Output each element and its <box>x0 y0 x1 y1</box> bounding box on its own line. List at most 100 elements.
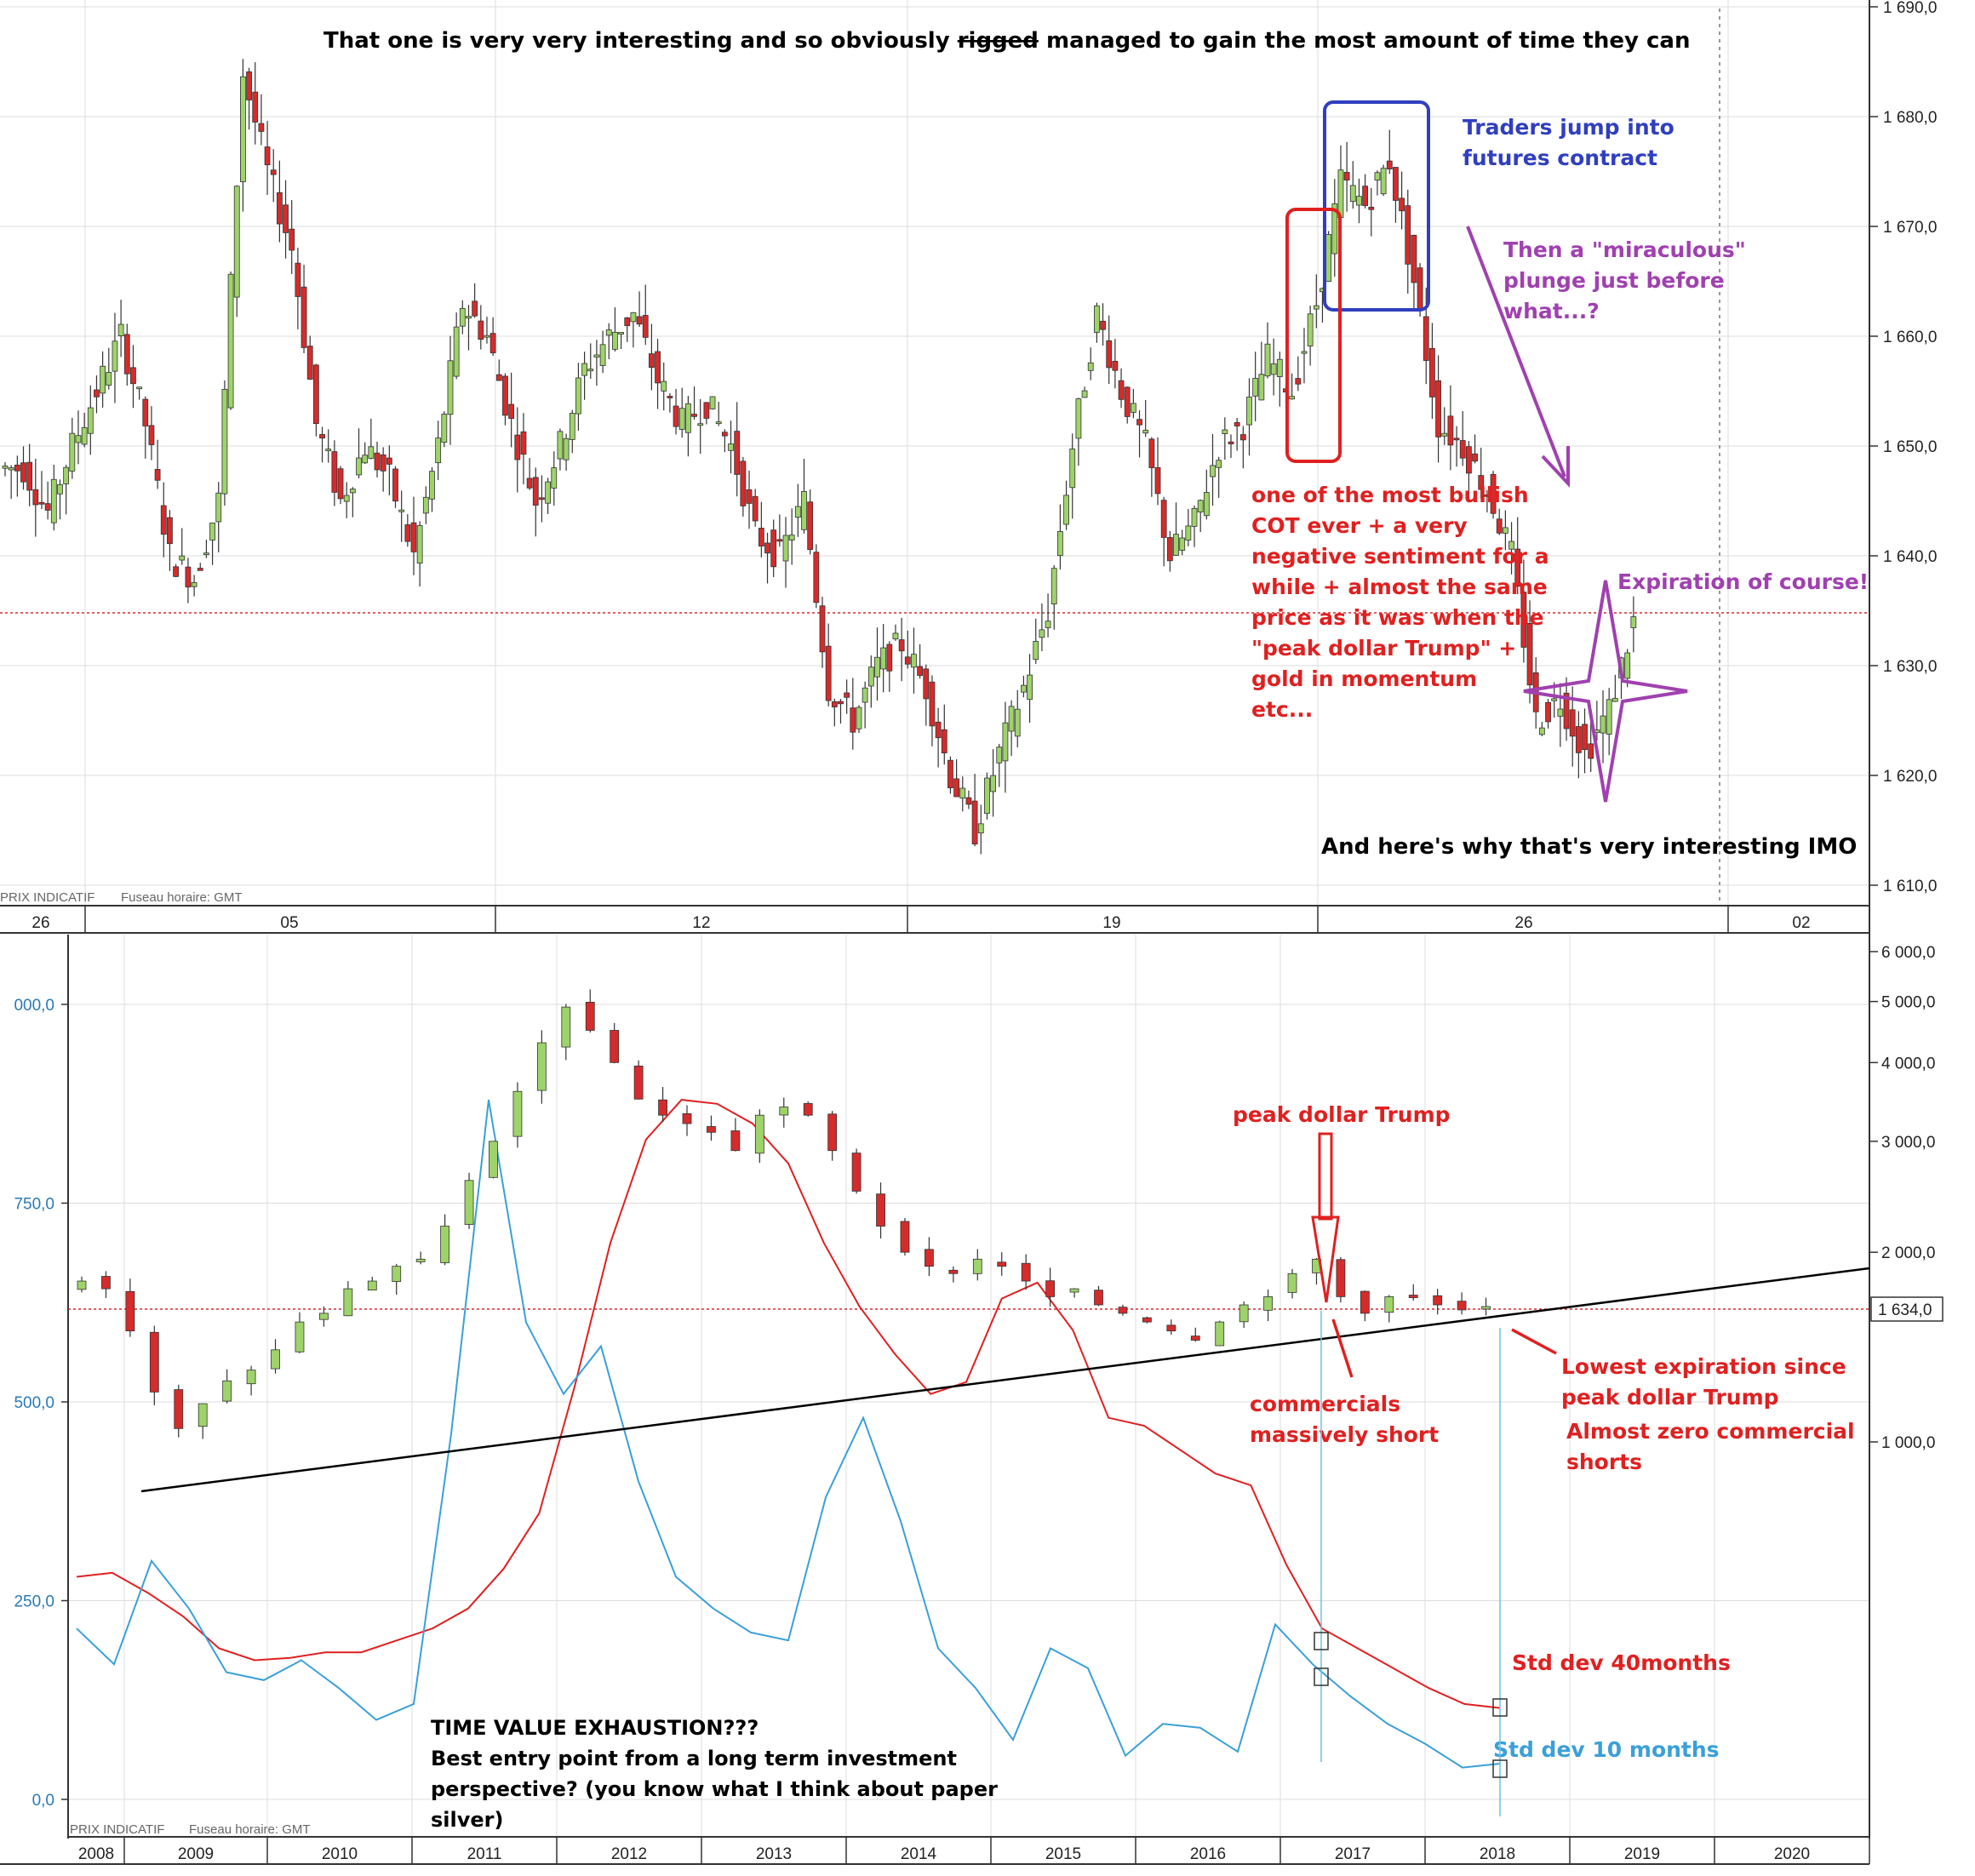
top-candle-up <box>1349 185 1356 203</box>
top-candle-down <box>1166 537 1173 562</box>
top-candle-up <box>1039 629 1045 638</box>
std40-line <box>76 1099 1501 1709</box>
top-candle-up <box>453 326 460 377</box>
bottom-candle-up <box>779 1107 789 1116</box>
bottom-candle-down <box>1094 1290 1103 1306</box>
bottom-x-label: 2019 <box>1624 1845 1660 1863</box>
top-candle-up <box>466 316 472 319</box>
top-x-axis: 26 05 12 19 26 02 <box>31 906 1811 933</box>
top-candle-up <box>977 823 984 834</box>
bottom-candle-down <box>730 1130 741 1152</box>
top-candle-down <box>929 681 936 727</box>
top-candle-up <box>233 186 240 298</box>
top-candle-down <box>154 469 161 481</box>
top-candle-up <box>996 746 1003 764</box>
top-candle-up <box>1289 396 1296 400</box>
top-candle-up <box>240 76 246 182</box>
top-candle-up <box>1033 641 1039 661</box>
top-candle-up <box>911 654 917 668</box>
top-x-label: 26 <box>31 914 49 932</box>
top-candle-down <box>337 468 344 500</box>
top-candle-up <box>227 273 234 409</box>
bottom-candle-up <box>1069 1288 1079 1293</box>
peak-note: peak dollar Trump <box>1233 1102 1451 1127</box>
top-candle-up <box>1210 465 1216 478</box>
bottom-candle-up <box>754 1114 764 1154</box>
top-candle-up <box>1307 313 1314 346</box>
top-candle-down <box>1106 340 1113 369</box>
top-candle-up <box>1356 196 1362 206</box>
top-candle-down <box>1514 548 1521 587</box>
bottom-x-label: 2020 <box>1774 1845 1810 1863</box>
top-candle-up <box>1264 343 1271 377</box>
bottom-candle-up <box>1481 1306 1491 1310</box>
bottom-candle-down <box>948 1269 959 1274</box>
top-title-annotation: That one is very very interesting and so… <box>323 28 1690 54</box>
red-note-line: while + almost the same <box>1251 575 1548 599</box>
top-candle-down <box>886 643 893 672</box>
top-candle-up <box>1057 531 1063 557</box>
top-candle-up <box>788 535 795 540</box>
top-candle-down <box>312 364 319 425</box>
price-tag-text: 1 634,0 <box>1878 1301 1932 1319</box>
top-y-label: 1 650,0 <box>1883 438 1937 456</box>
bottom-candle-up <box>295 1321 305 1353</box>
top-candle-up <box>661 380 667 392</box>
exhaustion-note: TIME VALUE EXHAUSTION??? Best entry point… <box>431 1716 998 1832</box>
top-y-label: 1 620,0 <box>1883 768 1937 786</box>
top-candle-up <box>782 535 789 562</box>
bottom-x-label: 2012 <box>611 1845 647 1863</box>
lowest-note-line2: peak dollar Trump <box>1561 1385 1779 1410</box>
top-candle-down <box>764 542 770 554</box>
top-candle-down <box>1575 726 1582 753</box>
top-candle-down <box>1472 453 1478 462</box>
top-candle-down <box>32 489 39 506</box>
top-candle-down <box>331 451 338 493</box>
top-candle-down <box>721 432 728 437</box>
red-note-line: "peak dollar Trump" + <box>1251 636 1516 661</box>
commercials-note-line2: massively short <box>1250 1422 1439 1447</box>
top-candle-down <box>1228 441 1234 444</box>
expiration-note: Expiration of course! <box>1617 569 1869 594</box>
top-candle-down <box>276 192 283 225</box>
bottom-right-label: 2 000,0 <box>1881 1244 1935 1262</box>
bottom-candle-up <box>415 1258 426 1262</box>
top-candle-up <box>63 466 70 484</box>
std-dev-lines <box>76 1099 1501 1769</box>
std10-line <box>76 1099 1501 1769</box>
top-candle-down <box>380 454 386 472</box>
top-candle-down <box>825 645 832 701</box>
top-candle-up <box>697 423 704 426</box>
top-candle-up <box>678 408 685 430</box>
top-candle-up <box>57 483 63 495</box>
bottom-candle-up <box>489 1141 498 1178</box>
top-candle-down <box>1478 475 1485 490</box>
top-candle-down <box>1118 380 1125 400</box>
bottom-candle-down <box>997 1261 1007 1267</box>
commercials-note-line1: commercials <box>1250 1392 1400 1416</box>
top-candle-down <box>838 701 844 705</box>
top-candle-down <box>1484 494 1491 497</box>
bottom-candle-up <box>512 1090 523 1137</box>
top-candle-up <box>1197 500 1204 512</box>
bottom-candle-up <box>343 1288 353 1317</box>
top-candle-up <box>990 775 996 792</box>
bottom-x-label: 2009 <box>178 1845 214 1863</box>
top-candle-up <box>1045 621 1051 628</box>
top-candle-down <box>173 566 179 577</box>
red-note: one of the most bullish COT ever + a very… <box>1251 483 1549 722</box>
bottom-left-axis: 000,0 750,0 500,0 250,0 0,0 <box>14 997 68 1810</box>
top-candle-down <box>270 169 277 175</box>
top-candle-down <box>1160 500 1167 538</box>
top-candle-down <box>283 204 289 233</box>
bottom-candle-down <box>827 1113 838 1152</box>
top-candle-up <box>1093 305 1100 333</box>
top-candle-up <box>8 467 14 471</box>
price-tag <box>1870 1296 1944 1322</box>
top-candle-down <box>508 403 515 419</box>
top-candle-up <box>1606 699 1612 735</box>
bottom-x-label: 2014 <box>901 1845 937 1863</box>
top-candle-down <box>148 425 155 445</box>
top-candle-down <box>489 333 496 353</box>
